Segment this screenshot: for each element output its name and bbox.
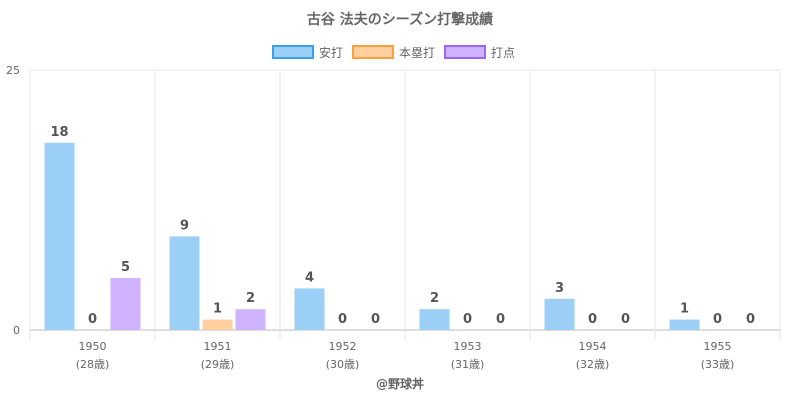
- data-label-2-2: 0: [371, 312, 380, 327]
- x-tick-sublabel-5: (33歳): [701, 358, 735, 371]
- bar-1-1[interactable]: [202, 319, 233, 330]
- data-label-1-4: 0: [588, 312, 597, 327]
- chart-title: 古谷 法夫のシーズン打撃成績: [307, 11, 493, 28]
- legend-label-0[interactable]: 安打: [319, 45, 343, 60]
- legend-label-2[interactable]: 打点: [491, 46, 515, 60]
- legend-label-1[interactable]: 本塁打: [399, 46, 435, 60]
- bar-0-4[interactable]: [544, 298, 575, 330]
- x-tick-sublabel-3: (31歳): [451, 358, 485, 371]
- bar-2-0[interactable]: [110, 278, 141, 330]
- data-label-1-5: 0: [713, 312, 722, 327]
- y-axis: 0 25: [6, 64, 20, 337]
- bars: [44, 142, 700, 330]
- data-label-0-3: 2: [430, 291, 439, 306]
- data-label-2-4: 0: [621, 312, 630, 327]
- data-label-1-3: 0: [463, 312, 472, 327]
- legend-swatch-2[interactable]: [444, 45, 486, 59]
- legend-swatch-0[interactable]: [272, 45, 314, 59]
- y-tick-label-0: 0: [13, 324, 20, 337]
- bar-0-3[interactable]: [419, 309, 450, 330]
- bar-2-1[interactable]: [235, 309, 266, 330]
- x-tick-label-1: 1951: [204, 340, 232, 353]
- data-label-2-3: 0: [496, 312, 505, 327]
- data-label-0-4: 3: [555, 281, 564, 296]
- data-label-0-1: 9: [180, 218, 189, 233]
- legend[interactable]: 安打 本塁打 打点: [272, 45, 515, 60]
- data-label-0-5: 1: [680, 302, 689, 317]
- footer-credit: @野球丼: [376, 376, 424, 391]
- data-label-1-1: 1: [213, 302, 222, 317]
- x-tick-sublabel-0: (28歳): [76, 358, 110, 371]
- data-label-0-0: 18: [50, 125, 68, 140]
- data-label-2-0: 5: [121, 260, 130, 275]
- grid: [29, 69, 781, 340]
- data-label-1-0: 0: [88, 312, 97, 327]
- data-label-2-5: 0: [746, 312, 755, 327]
- bar-0-2[interactable]: [294, 288, 325, 330]
- x-tick-sublabel-4: (32歳): [576, 358, 610, 371]
- bar-0-1[interactable]: [169, 236, 200, 330]
- x-tick-label-3: 1953: [454, 340, 482, 353]
- x-tick-label-5: 1955: [704, 340, 732, 353]
- bar-0-5[interactable]: [669, 319, 700, 330]
- x-tick-label-2: 1952: [329, 340, 357, 353]
- data-label-1-2: 0: [338, 312, 347, 327]
- x-tick-sublabel-1: (29歳): [201, 358, 235, 371]
- bar-0-0[interactable]: [44, 142, 75, 330]
- y-tick-label-1: 25: [6, 64, 20, 77]
- x-tick-label-0: 1950: [79, 340, 107, 353]
- x-tick-label-4: 1954: [579, 340, 607, 353]
- data-label-0-2: 4: [305, 270, 314, 285]
- legend-swatch-1[interactable]: [352, 45, 394, 59]
- data-labels: 18 0 5 9 1 2 4 0 0 2 0 0 3 0 0 1 0 0: [50, 125, 755, 327]
- x-tick-sublabel-2: (30歳): [326, 358, 360, 371]
- x-axis: 1950 (28歳) 1951 (29歳) 1952 (30歳) 1953 (31歳) 1954…: [76, 340, 735, 371]
- data-label-2-1: 2: [246, 291, 255, 306]
